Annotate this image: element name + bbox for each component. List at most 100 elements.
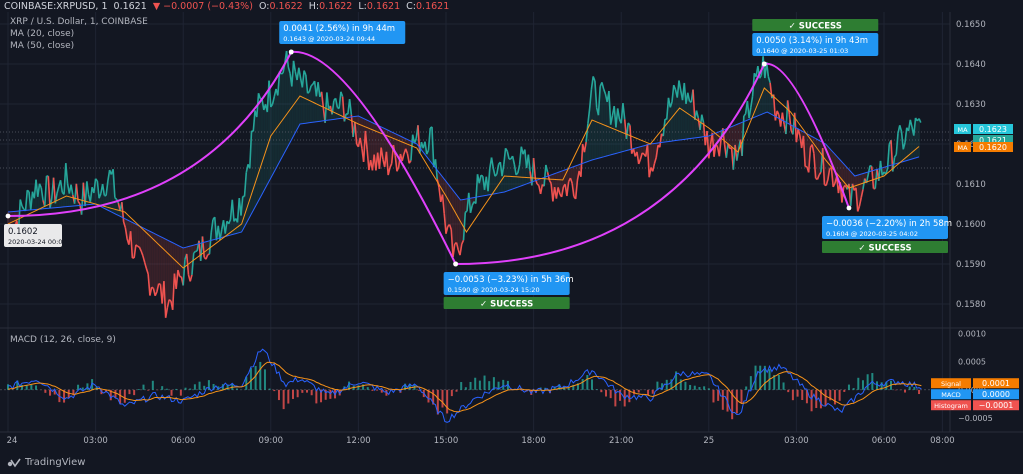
- macd-badge-box: [973, 378, 1019, 389]
- price-segment: [718, 138, 722, 157]
- price-segment: [177, 269, 181, 277]
- x-tick-label: 25: [703, 436, 714, 446]
- price-segment: [334, 98, 339, 108]
- y-tick-label: 0.1650: [956, 20, 986, 30]
- brand-label: TradingView: [25, 457, 86, 468]
- price-segment: [597, 86, 601, 116]
- price-segment: [539, 184, 544, 195]
- close-label: C:: [406, 1, 416, 12]
- price-segment: [36, 183, 41, 197]
- tradingview-logo[interactable]: TradingView: [7, 457, 85, 468]
- arc-point: [288, 49, 294, 55]
- price-segment: [490, 157, 495, 169]
- price-segment: [560, 186, 565, 198]
- price-segment: [348, 99, 353, 116]
- measure-change: −0.0053 (−3.23%) in 5h 36m: [448, 275, 574, 285]
- price-segment: [867, 165, 871, 175]
- price-segment: [404, 148, 409, 155]
- y-tick-label: 0.1610: [956, 180, 986, 190]
- price-segment: [788, 114, 792, 131]
- price-segment: [474, 174, 479, 204]
- price-segment: [452, 243, 456, 258]
- macd-badge-value: 0.0001: [982, 379, 1010, 388]
- price-segment: [29, 191, 34, 210]
- price-segment: [317, 82, 321, 97]
- price-segment: [105, 180, 109, 196]
- ma20-legend[interactable]: MA (20, close): [10, 29, 75, 39]
- price-segment: [195, 250, 198, 253]
- price-segment: [89, 187, 93, 202]
- price-segment: [121, 202, 125, 223]
- price-segment: [686, 92, 691, 102]
- macd-legend[interactable]: MACD (12, 26, close, 9): [10, 335, 116, 345]
- y-tick-label: 0.1600: [956, 220, 986, 230]
- price-segment: [243, 172, 248, 197]
- price-segment: [608, 90, 612, 125]
- high-label: H:: [308, 1, 320, 12]
- price-segment: [142, 255, 146, 263]
- macd-panel: [0, 348, 950, 423]
- price-segment: [378, 147, 382, 169]
- price-segment: [464, 210, 468, 214]
- last-price: 0.1621: [113, 1, 147, 12]
- price-segment: [830, 167, 834, 187]
- projection-arc: [7, 51, 293, 217]
- success-label: ✓ SUCCESS: [789, 22, 842, 32]
- x-tick-label: 08:00: [930, 436, 955, 446]
- open-value: 0.1622: [269, 1, 303, 12]
- price-segment: [164, 307, 169, 318]
- price-segment: [459, 243, 463, 256]
- price-segment: [96, 180, 100, 199]
- price-segment: [210, 219, 214, 233]
- price-segment: [26, 189, 30, 193]
- price-segment: [406, 153, 410, 164]
- price-segment: [21, 205, 25, 210]
- x-tick-label: 12:00: [346, 436, 371, 446]
- price-segment: [592, 76, 596, 82]
- price-segment: [47, 176, 51, 209]
- price-segment: [818, 171, 822, 176]
- price-segment: [478, 174, 482, 184]
- price-segment: [860, 189, 864, 198]
- ma50-legend[interactable]: MA (50, close): [10, 41, 75, 51]
- price-segment: [70, 184, 74, 196]
- x-tick-label: 06:00: [171, 436, 196, 446]
- price-segment: [515, 172, 519, 176]
- price-segment: [496, 164, 500, 175]
- price-segment: [461, 239, 465, 245]
- price-label-value: 0.1621: [979, 136, 1007, 145]
- price-label-box: [973, 124, 1013, 134]
- y-tick-label: 0.1580: [956, 300, 986, 310]
- projection-arc: [455, 63, 766, 265]
- price-segment: [340, 91, 344, 97]
- price-segment: [658, 133, 663, 148]
- price-segment: [503, 148, 507, 165]
- price-segment: [909, 119, 913, 128]
- price-segment: [338, 91, 342, 109]
- price-segment: [154, 291, 158, 297]
- macd-tick-label: 0.0005: [958, 358, 986, 367]
- price-segment: [648, 167, 652, 178]
- price-segment: [252, 110, 256, 132]
- price-label-box: [973, 135, 1013, 145]
- price-label-tag: [954, 124, 971, 134]
- price-segment: [166, 299, 170, 308]
- price-segment: [797, 128, 801, 136]
- price-segment: [569, 177, 573, 184]
- measure-point: 0.1640 @ 2020-03-25 01:03: [756, 47, 848, 55]
- macd-badge-label: Signal: [941, 380, 961, 388]
- price-segment: [651, 163, 656, 172]
- price-segment: [205, 254, 209, 260]
- price-segment: [811, 144, 815, 154]
- price-segment: [445, 226, 449, 234]
- price-segment: [566, 181, 570, 197]
- price-segment: [201, 236, 206, 258]
- measure-point: 0.1643 @ 2020-03-24 09:44: [283, 35, 375, 43]
- price-segment: [646, 144, 651, 178]
- price-label-tag: [954, 142, 971, 152]
- macd-badge-value: −0.0001: [979, 401, 1014, 410]
- price-segment: [77, 200, 81, 205]
- price-segment: [795, 128, 799, 143]
- measure-point: 0.1590 @ 2020-03-24 15:20: [448, 286, 540, 294]
